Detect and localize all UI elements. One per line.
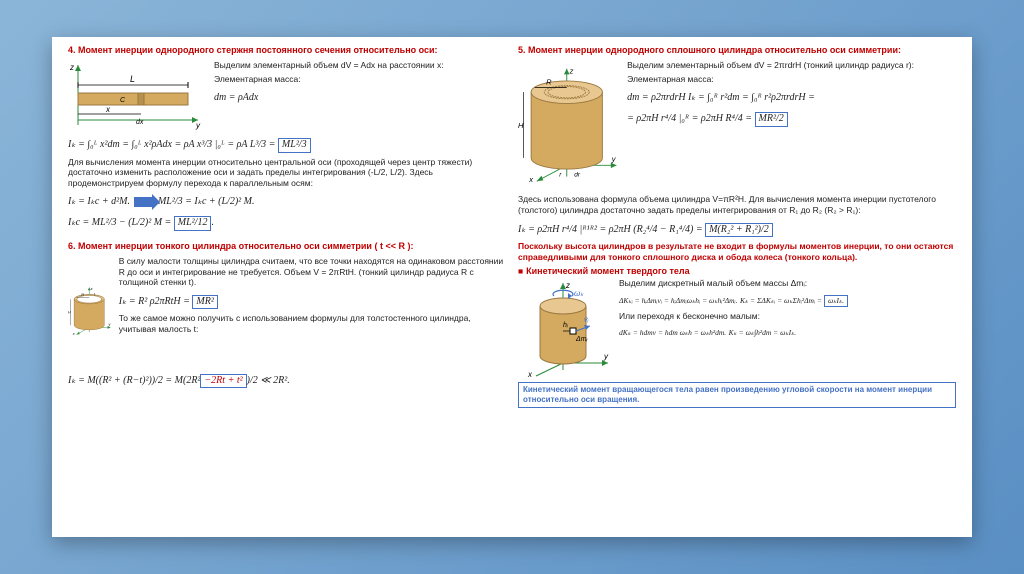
svg-text:dr: dr (574, 172, 581, 179)
thin-cylinder-diagram: z y x R t H (68, 256, 113, 366)
svg-text:z: z (565, 281, 570, 290)
svg-text:ωₖ: ωₖ (574, 289, 584, 298)
sec6-Iz: Iₖ = R² ρ2πRtH = MR² (119, 295, 218, 310)
secK-t2: Или переходя к бесконечно малым: (619, 311, 848, 322)
sec5-t1: Выделим элементарный объем dV = 2πrdrH (… (627, 60, 956, 71)
sec6-right: В силу малости толщины цилиндра считаем,… (119, 256, 506, 338)
secK-conclusion: Кинетический момент вращающегося тела ра… (518, 382, 956, 408)
secK-f2-text: Kₖ = ΣΔKₖᵢ = ωₖΣhᵢ²Δmᵢ = (740, 296, 822, 305)
sec4-t3: Для вычисления момента инерции относител… (68, 157, 506, 189)
secK-f4: Kₖ = ωₖ∫h²dm = ωₖIₖ. (729, 328, 797, 337)
sec4-num: 4. (68, 45, 76, 55)
sec6-Iz-text: Iₖ = R² ρ2πRtH = (119, 296, 190, 307)
svg-text:z: z (569, 67, 574, 76)
svg-text:z: z (69, 63, 74, 72)
sec5-Iz2-text: = ρ2πH r⁴/4 |₀ᴿ = ρ2πH R⁴/4 = (627, 113, 752, 124)
sec5-dm: dm = ρ2πrdrH (627, 92, 685, 105)
sec5-num: 5. (518, 45, 526, 55)
rotating-body-diagram: z y x ωₖ hᵢ v̄ᵢ Δmᵢ (518, 278, 613, 378)
sec4-Iz: Iₖ = ∫₀ᴸ x²dm = ∫₀ᴸ x²ρAdx = ρA x³/3 |₀ᴸ… (68, 138, 311, 153)
sec5-Iz: Iₖ = ∫₀ᴿ r²dm = ∫₀ᴿ r²ρ2πrdrH = (688, 92, 815, 105)
section-5: 5. Момент инерции однородного сплошного … (518, 45, 956, 262)
section-6: 6. Момент инерции тонкого цилиндра относ… (68, 241, 506, 393)
svg-text:y: y (108, 322, 112, 326)
svg-text:H: H (518, 121, 524, 130)
sec6-thick: Iₖ = M((R² + (R−t)²))/2 = M(2R²−2Rt + t²… (68, 374, 290, 389)
secK-f1: ΔKₖᵢ = hᵢΔmᵢvᵢ = hᵢΔmᵢωₖhᵢ = ωₖhᵢ²Δmᵢ. (619, 296, 738, 305)
sec4-Izc-text: Iₖc = ML²/3 − (L/2)² M = (68, 217, 171, 228)
sec4-t1: Выделим элементарный объем dV = Adx на р… (214, 60, 444, 71)
svg-text:r: r (559, 172, 562, 179)
sec4-title: Момент инерции однородного стержня посто… (78, 45, 438, 55)
svg-text:R: R (546, 78, 552, 87)
sec6-thick-a: Iₖ = M((R² + (R−t)²))/2 = M(2R² (68, 375, 200, 386)
sec4-dm: dm = ρAdx (214, 92, 258, 105)
sec5-hollow-box: M(R₂² + R₁²)/2 (705, 223, 773, 238)
svg-text:dx: dx (136, 119, 144, 126)
svg-text:y: y (603, 352, 609, 361)
section-kinetic: ■Кинетический момент твердого тела z y x… (518, 266, 956, 407)
sec6-title: Момент инерции тонкого цилиндра относите… (78, 241, 413, 251)
secK-f2-box: ωₖIₖ. (824, 295, 848, 306)
svg-text:H: H (68, 310, 71, 314)
sec6-num: 6. (68, 241, 76, 251)
sec5-t3: Здесь использована формула объема цилинд… (518, 194, 956, 215)
sec6-t2: То же самое можно получить с использован… (119, 313, 506, 334)
sec4-t2: Элементарная масса: (214, 74, 444, 85)
sec4-right-text: Выделим элементарный объем dV = Adx на р… (214, 60, 444, 108)
secK-right: Выделим дискретный малый объем массы Δmᵢ… (619, 278, 848, 342)
svg-text:v̄ᵢ: v̄ᵢ (584, 317, 589, 324)
sec5-Iz-box: MR²/2 (755, 112, 788, 127)
physics-slide: 4. Момент инерции однородного стержня по… (52, 37, 972, 537)
svg-text:L: L (130, 74, 135, 84)
sec4-Iz-text: Iₖ = ∫₀ᴸ x²dm = ∫₀ᴸ x²ρAdx = ρA x³/3 |₀ᴸ… (68, 139, 275, 150)
arrow-icon (134, 197, 154, 207)
left-column: 4. Момент инерции однородного стержня по… (62, 45, 512, 529)
sec5-right: Выделим элементарный объем dV = 2πrdrH (… (627, 60, 956, 130)
sec5-Iz2: = ρ2πH r⁴/4 |₀ᴿ = ρ2πH R⁴/4 = MR²/2 (627, 112, 788, 127)
svg-text:hᵢ: hᵢ (563, 322, 568, 329)
rod-diagram: y z L x dx C (68, 60, 208, 130)
sec6-Iz-box: MR² (192, 295, 217, 310)
sec5-hollow-text: Iₖ = ρ2πH r⁴/4 |ᴿ¹ᴿ² = ρ2πH (R₂⁴/4 − R₁⁴… (518, 224, 703, 235)
secK-title: Кинетический момент твердого тела (526, 266, 689, 276)
sec5-note: Поскольку высота цилиндров в результате … (518, 241, 956, 262)
svg-text:y: y (611, 155, 617, 164)
svg-text:x: x (527, 370, 533, 378)
sec5-t2: Элементарная масса: (627, 74, 956, 85)
svg-text:Δmᵢ: Δmᵢ (575, 336, 588, 343)
sec6-thick-b: )/2 ≪ 2R². (247, 375, 290, 386)
sec5-hollow: Iₖ = ρ2πH r⁴/4 |ᴿ¹ᴿ² = ρ2πH (R₂⁴/4 − R₁⁴… (518, 223, 773, 238)
sec4-par2: ML²/3 = Iₖc + (L/2)² M. (158, 196, 255, 209)
svg-text:x: x (528, 175, 533, 184)
svg-text:x: x (72, 332, 75, 336)
right-column: 5. Момент инерции однородного сплошного … (512, 45, 962, 529)
sec4-par1: Iₖ = Iₖc + d²M. (68, 196, 130, 209)
sec6-thick-red: −2Rt + t² (200, 374, 246, 389)
sec6-t1: В силу малости толщины цилиндра считаем,… (119, 256, 506, 288)
secK-f3: dKₖ = hdmv = hdm ωₖh = ωₖh²dm. (619, 328, 726, 337)
secK-heading: ■Кинетический момент твердого тела (518, 266, 956, 277)
sec4-Iz-box: ML²/3 (278, 138, 311, 153)
sec5-title: Момент инерции однородного сплошного цил… (528, 45, 901, 55)
sec4-Izc-box: ML²/12 (174, 216, 212, 231)
svg-text:y: y (195, 121, 201, 130)
svg-text:x: x (105, 105, 111, 114)
secK-t1: Выделим дискретный малый объем массы Δmᵢ… (619, 278, 848, 289)
secK-f2: Kₖ = ΣΔKₖᵢ = ωₖΣhᵢ²Δmᵢ = ωₖIₖ. (740, 295, 848, 306)
section-4: 4. Момент инерции однородного стержня по… (68, 45, 506, 235)
sec4-Izc: Iₖc = ML²/3 − (L/2)² M = ML²/12. (68, 216, 214, 231)
svg-text:R: R (81, 293, 84, 297)
solid-cylinder-diagram: z y x R H r dr (518, 60, 621, 190)
